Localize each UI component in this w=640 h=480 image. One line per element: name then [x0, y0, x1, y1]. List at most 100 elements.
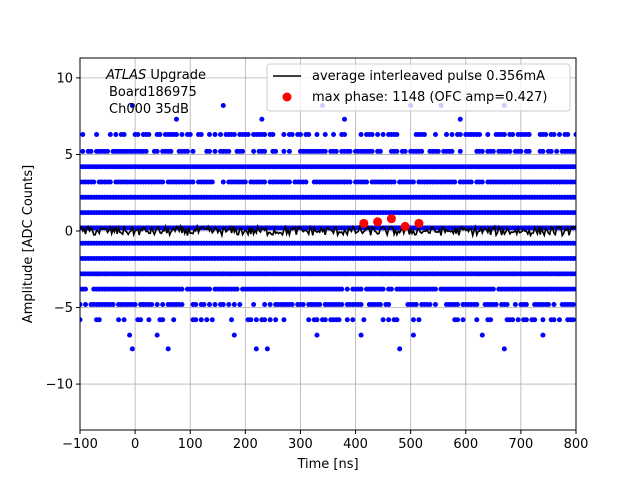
sample-point-1984: [416, 317, 422, 323]
sample-point-1817: [573, 286, 576, 292]
sample-point-1860: [251, 301, 257, 307]
sample-point-1842: [160, 301, 166, 307]
sample-point-1861: [262, 301, 268, 307]
sample-point-492: [364, 179, 370, 185]
sample-point-1994: [515, 317, 521, 323]
sample-point-487: [347, 179, 353, 185]
sample-point-23: [207, 132, 213, 138]
sample-point-10: [146, 132, 152, 138]
sample-point-440: [190, 179, 196, 185]
sample-point-174: [377, 148, 383, 154]
sample-point-1854: [212, 301, 218, 307]
sample-point-137: [226, 148, 232, 154]
sample-point-1818: [80, 301, 83, 307]
sample-point-1852: [201, 301, 207, 307]
sample-point-17: [173, 132, 179, 138]
sample-point-1853: [207, 301, 213, 307]
sample-point-1862: [267, 301, 273, 307]
sample-point-2002: [556, 317, 562, 323]
sample-point-1949: [146, 317, 152, 323]
sample-point-40: [270, 132, 276, 138]
sample-point-133: [212, 148, 218, 154]
sample-point-1840: [149, 301, 155, 307]
sample-point-2005: [570, 317, 576, 323]
sample-point-177: [394, 148, 400, 154]
sample-point-1942: [80, 317, 83, 323]
sample-point-140: [240, 148, 246, 154]
sample-point-24: [212, 132, 218, 138]
sample-point-1967: [306, 317, 312, 323]
sample-point-45: [297, 132, 303, 138]
sample-point-18: [179, 132, 185, 138]
sample-point-1926: [512, 301, 518, 307]
sample-point-430: [160, 179, 166, 185]
y-tick-label-2: 0: [65, 224, 73, 239]
sample-point-0: [80, 132, 86, 138]
sample-point-1956: [204, 317, 210, 323]
sample-point-82: [501, 132, 507, 138]
sample-point-1977: [350, 317, 356, 323]
sample-point-2022: [479, 332, 485, 338]
sample-point-1996: [523, 317, 529, 323]
sample-point-57: [375, 132, 381, 138]
sample-point-97: [565, 132, 571, 138]
sample-point-1857: [226, 301, 232, 307]
sample-point-92: [543, 132, 549, 138]
sample-point-2014: [342, 116, 348, 122]
sample-point-1999: [540, 317, 546, 323]
sample-point-1941: [570, 301, 576, 307]
sample-point-1877: [317, 301, 323, 307]
sample-point-1897: [386, 301, 392, 307]
sample-point-188: [435, 148, 441, 154]
sample-point-1917: [474, 301, 480, 307]
sample-point-2026: [253, 346, 259, 352]
max-phase-point-2: [386, 214, 396, 224]
sample-point-1980: [386, 317, 392, 323]
sample-point-1966: [281, 317, 287, 323]
sample-point-1684: [179, 286, 185, 292]
sample-point-56: [369, 132, 375, 138]
x-axis-ticks: −100 0 100 200 300 400 500 600 700 800: [62, 430, 588, 452]
sample-point-146: [273, 148, 279, 154]
sample-point-1935: [545, 301, 551, 307]
sample-point-468: [286, 179, 292, 185]
sample-point-207: [518, 148, 524, 154]
sample-point-1964: [267, 317, 273, 323]
sample-point-43: [289, 132, 295, 138]
sample-point-2021: [410, 332, 416, 338]
sample-point-1828: [110, 301, 116, 307]
y-tick-label-4: 10: [56, 71, 73, 86]
sample-point-1971: [322, 317, 328, 323]
sample-point-1975: [336, 317, 342, 323]
x-tick-label-3: 200: [233, 437, 258, 452]
sample-point-1978: [361, 317, 367, 323]
sample-point-2028: [397, 346, 403, 352]
sample-point-1467: [573, 256, 576, 262]
sample-point-1905: [427, 301, 433, 307]
sample-point-1979: [380, 317, 386, 323]
sample-point-132: [207, 148, 213, 154]
sample-point-130: [190, 148, 196, 154]
x-tick-label-1: 0: [131, 437, 139, 452]
sample-point-1788: [490, 286, 496, 292]
sample-point-1702: [234, 286, 240, 292]
sample-point-1982: [394, 317, 400, 323]
sample-point-1945: [116, 317, 122, 323]
sample-point-211: [540, 148, 546, 154]
sample-point-77: [477, 132, 483, 138]
x-tick-label-9: 800: [564, 437, 589, 452]
sample-point-125: [168, 148, 174, 154]
sample-point-2025: [165, 346, 171, 352]
sample-point-2027: [264, 346, 270, 352]
sample-point-529: [479, 179, 485, 185]
sample-point-2017: [154, 332, 160, 338]
sample-point-48: [314, 132, 320, 138]
sample-point-407: [91, 179, 97, 185]
sample-point-95: [556, 132, 562, 138]
sample-point-1990: [488, 317, 494, 323]
sample-point-1986: [455, 317, 461, 323]
sample-point-25: [218, 132, 224, 138]
sample-point-53: [358, 132, 364, 138]
sample-point-1960: [248, 317, 254, 323]
sample-point-473: [303, 179, 309, 185]
